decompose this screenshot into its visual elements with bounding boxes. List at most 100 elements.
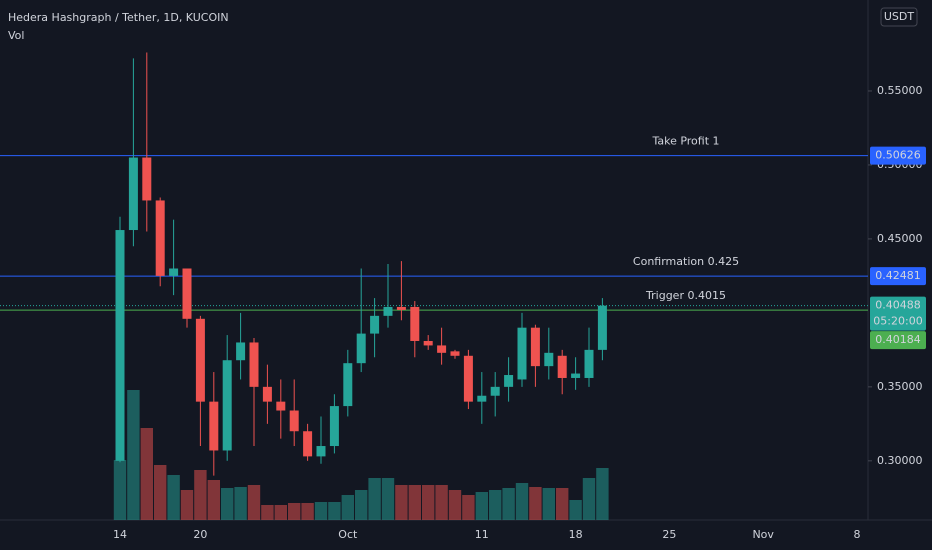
volume-bar bbox=[355, 490, 368, 520]
volume-bar bbox=[596, 468, 609, 520]
volume-bar bbox=[542, 488, 555, 520]
volume-bar bbox=[274, 505, 287, 520]
candle-body bbox=[209, 401, 219, 451]
candle-body bbox=[584, 349, 594, 378]
volume-bar bbox=[154, 465, 167, 520]
volume-bar bbox=[569, 500, 582, 520]
volume-bar bbox=[180, 490, 194, 520]
level-price-tag: 0.40184 bbox=[875, 333, 921, 346]
volume-bar bbox=[448, 490, 462, 520]
volume-bar bbox=[582, 478, 596, 520]
currency-box bbox=[880, 7, 918, 27]
candle-body bbox=[276, 401, 286, 411]
volume-bar bbox=[475, 492, 488, 520]
candle-body bbox=[115, 230, 125, 461]
level-price-tag-bg bbox=[870, 331, 926, 350]
candle-body bbox=[463, 355, 473, 402]
candle-body bbox=[222, 360, 232, 451]
level-price-tag: 0.50626 bbox=[875, 149, 921, 162]
volume-bar bbox=[194, 470, 207, 520]
x-tick-label: 14 bbox=[113, 528, 127, 541]
candle-body bbox=[356, 333, 366, 364]
candle-body bbox=[303, 431, 313, 457]
candle-body bbox=[236, 342, 246, 361]
y-tick-label: 0.45000 bbox=[877, 232, 923, 245]
subtitle: Vol bbox=[8, 29, 24, 42]
volume-bar bbox=[301, 503, 314, 520]
x-tick-label: Nov bbox=[752, 528, 774, 541]
candle-body bbox=[142, 157, 152, 201]
volume-bar bbox=[328, 502, 341, 520]
x-tick-label: 8 bbox=[854, 528, 861, 541]
candle-body bbox=[182, 268, 192, 319]
candle-body bbox=[544, 352, 554, 367]
volume-bar bbox=[207, 480, 220, 520]
candle-body bbox=[530, 327, 540, 367]
volume-bar bbox=[234, 487, 247, 520]
volume-bar bbox=[381, 478, 395, 520]
x-tick-label: Oct bbox=[338, 528, 358, 541]
volume-bar bbox=[515, 483, 529, 520]
volume-bar bbox=[489, 490, 502, 520]
x-tick-label: 25 bbox=[662, 528, 676, 541]
volume-bar bbox=[529, 487, 542, 520]
candle-body bbox=[169, 268, 179, 276]
level-text: Confirmation 0.425 bbox=[633, 255, 739, 268]
level-text: Take Profit 1 bbox=[651, 135, 719, 148]
candle-body bbox=[329, 406, 339, 447]
candle-body bbox=[343, 363, 353, 407]
chart-title: Hedera Hashgraph / Tether, 1D, KUCOIN bbox=[8, 11, 229, 24]
volume-bar bbox=[167, 475, 180, 520]
candle-body bbox=[155, 200, 165, 276]
volume-bar bbox=[368, 478, 381, 520]
candle-body bbox=[504, 375, 514, 387]
candle-body bbox=[370, 315, 380, 334]
level-price-tag-bg bbox=[870, 146, 926, 165]
volume-bar bbox=[556, 488, 569, 520]
volume-bar bbox=[395, 485, 408, 520]
candle-body bbox=[597, 305, 607, 350]
volume-bar bbox=[462, 495, 475, 520]
candle-body bbox=[195, 318, 205, 402]
countdown: 05:20:00 bbox=[873, 315, 922, 328]
x-tick-label: 18 bbox=[569, 528, 583, 541]
candle-body bbox=[423, 340, 433, 346]
candle-body bbox=[396, 306, 406, 310]
last-price-tag-bg bbox=[870, 296, 926, 331]
volume-bar bbox=[247, 485, 261, 520]
volume-bar bbox=[288, 503, 301, 520]
volume-bar bbox=[127, 390, 140, 520]
volume-bar bbox=[408, 485, 421, 520]
y-tick-label: 0.35000 bbox=[877, 380, 923, 393]
candle-body bbox=[477, 395, 487, 402]
candle-body bbox=[517, 327, 527, 380]
candle-body bbox=[410, 306, 420, 341]
currency: USDT bbox=[884, 10, 915, 23]
volume-bar bbox=[140, 428, 153, 520]
volume-bar bbox=[341, 495, 354, 520]
candle-body bbox=[249, 342, 259, 387]
candle-body bbox=[490, 386, 500, 396]
y-tick-label: 0.30000 bbox=[877, 454, 923, 467]
x-tick-label: 20 bbox=[193, 528, 207, 541]
y-tick-label: 0.55000 bbox=[877, 84, 923, 97]
candle-body bbox=[383, 306, 393, 316]
level-price-tag-bg bbox=[870, 267, 926, 286]
candle-body bbox=[262, 386, 272, 402]
volume-bar bbox=[261, 505, 274, 520]
candle-body bbox=[289, 410, 299, 432]
level-price-tag: 0.42481 bbox=[875, 269, 921, 282]
candle-body bbox=[557, 355, 567, 378]
volume-bar bbox=[113, 460, 127, 520]
volume-bar bbox=[221, 488, 234, 520]
last-price-tag: 0.40488 bbox=[875, 299, 921, 312]
candle-body bbox=[316, 446, 326, 457]
candle-body bbox=[128, 157, 138, 231]
candle-body bbox=[571, 373, 581, 378]
x-tick-label: 11 bbox=[475, 528, 489, 541]
candle-body bbox=[437, 345, 447, 353]
level-text: Trigger 0.4015 bbox=[645, 289, 726, 302]
candle-body bbox=[450, 351, 460, 356]
